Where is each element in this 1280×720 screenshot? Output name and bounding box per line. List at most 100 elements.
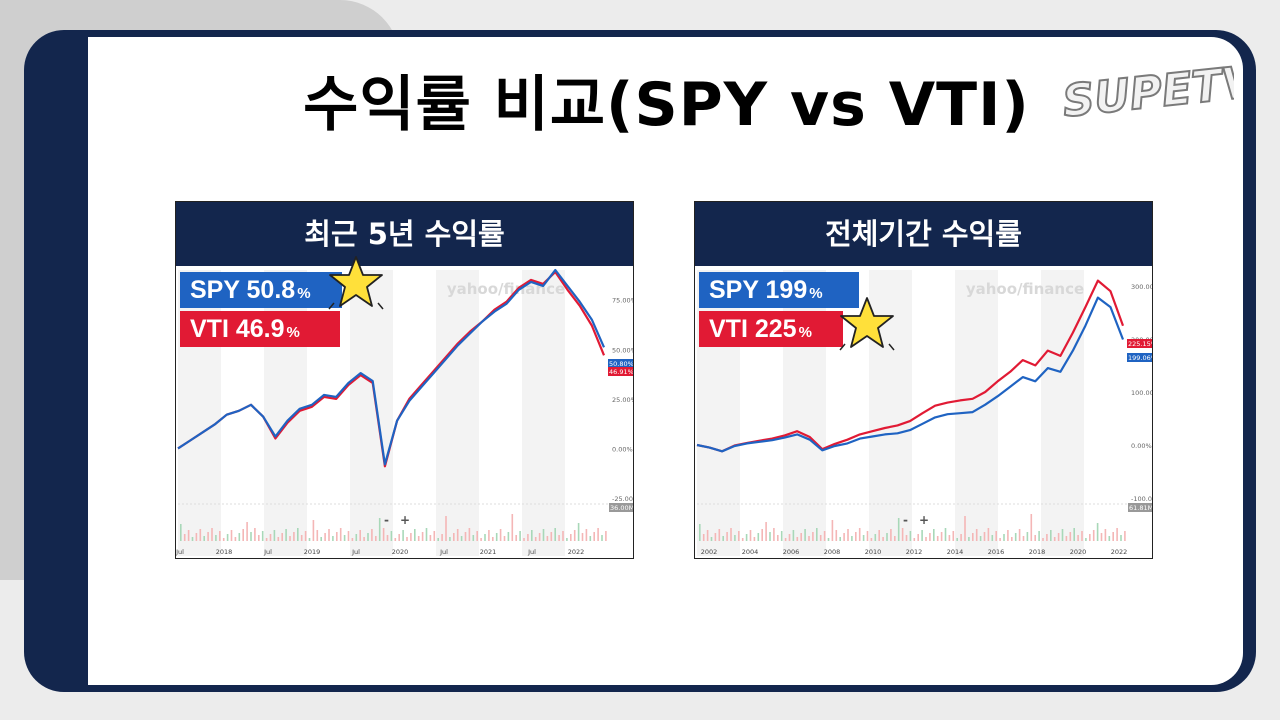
volume-bar	[499, 529, 502, 541]
vti-return-badge: VTI 225%	[699, 311, 843, 347]
volume-bar	[730, 528, 732, 541]
volume-bar	[519, 531, 521, 541]
vti-end-label: 46.91%	[609, 368, 633, 376]
star-icon	[328, 256, 384, 310]
volume-bar	[527, 534, 529, 541]
volume-bar	[589, 536, 592, 541]
grid-band	[1041, 270, 1084, 556]
volume-bar	[808, 536, 810, 541]
volume-bar	[343, 535, 346, 541]
spy-return-label: SPY 50.8	[190, 276, 296, 304]
volume-bar	[738, 531, 740, 541]
volume-bar	[234, 537, 237, 541]
volume-bar	[769, 532, 771, 541]
x-tick-label: 2010	[865, 548, 882, 556]
spy-end-label-bg	[608, 359, 633, 368]
spy-return-label: SPY 199	[709, 276, 808, 304]
volume-bar	[375, 536, 377, 541]
volume-bar	[894, 536, 896, 541]
volume-bar	[503, 536, 506, 541]
volume-bar	[858, 528, 861, 541]
volume-bar	[1104, 529, 1107, 541]
x-tick-label: Jul	[527, 548, 536, 556]
volume-bar	[320, 537, 322, 541]
x-tick-label: 2022	[568, 548, 585, 556]
volume-bar	[300, 535, 303, 541]
volume-bar	[445, 516, 447, 541]
volume-bar	[874, 534, 877, 541]
volume-bar	[421, 532, 424, 541]
volume-bar	[819, 535, 822, 541]
volume-bar	[414, 529, 416, 541]
volume-bar	[577, 523, 580, 541]
volume-bar	[1124, 531, 1126, 541]
volume-bar	[367, 533, 369, 541]
volume-bar	[593, 532, 595, 541]
volume-bar	[265, 538, 268, 541]
volume-bar	[554, 528, 556, 541]
x-tick-label: Jul	[439, 548, 448, 556]
volume-bar	[1065, 536, 1068, 541]
volume-bar	[773, 528, 775, 541]
volume-bar	[566, 538, 568, 541]
volume-bar	[909, 531, 912, 541]
x-tick-label: 2020	[392, 548, 409, 556]
volume-bar	[956, 538, 958, 541]
volume-bar	[784, 538, 787, 541]
panel-header: 전체기간 수익률	[695, 202, 1152, 266]
volume-bar	[1038, 531, 1040, 541]
volume-bar	[542, 529, 545, 541]
volume-bar	[1042, 538, 1044, 541]
volume-bar	[975, 529, 978, 541]
volume-bar	[289, 536, 291, 541]
volume-bar	[402, 530, 404, 541]
volume-bar	[960, 534, 962, 541]
volume-bar	[312, 520, 315, 541]
volume-bar	[191, 537, 194, 541]
volume-bar	[1057, 533, 1060, 541]
volume-bar	[378, 518, 381, 541]
spy-end-label: 50.80%	[609, 360, 633, 368]
volume-bar	[1096, 523, 1099, 541]
volume-bar	[936, 536, 939, 541]
y-tick-label: 50.00%	[612, 346, 633, 354]
volume-bar	[550, 532, 553, 541]
volume-bar	[831, 520, 834, 541]
volume-bar	[238, 533, 241, 541]
x-tick-label: 2018	[1029, 548, 1046, 556]
volume-bar	[921, 530, 923, 541]
volume-bar	[441, 534, 443, 541]
volume-bar	[804, 529, 806, 541]
volume-bar	[1089, 534, 1091, 541]
volume-bar	[987, 528, 990, 541]
volume-bar	[905, 535, 908, 541]
volume-bar	[456, 529, 459, 541]
volume-bar	[940, 532, 943, 541]
volume-bar	[1069, 532, 1072, 541]
volume-bar	[1050, 530, 1052, 541]
volume-bar	[757, 533, 760, 541]
volume-bar	[827, 538, 830, 541]
volume-bar	[281, 533, 283, 541]
volume-bar	[944, 528, 947, 541]
volume-bar	[480, 538, 482, 541]
volume-bar	[226, 534, 229, 541]
volume-bar	[222, 538, 225, 541]
spy-end-label-bg	[1127, 353, 1152, 362]
volume-bar	[211, 528, 213, 541]
volume-bar	[538, 533, 541, 541]
volume-bar	[847, 529, 849, 541]
vti-end-label: 225.15%	[1128, 340, 1152, 348]
panel-full-period: 전체기간 수익률 yahoo/finance300.00%200.00%100.…	[694, 201, 1153, 559]
series-line-spy	[177, 268, 606, 466]
volume-bar	[328, 529, 330, 541]
volume-bar	[979, 536, 982, 541]
watermark: yahoo/finance	[966, 280, 1084, 298]
volume-bar	[437, 538, 439, 541]
volume-bar	[1073, 528, 1075, 541]
volume-bar	[597, 528, 599, 541]
supetv-logo: SUPETV	[1059, 55, 1234, 128]
x-tick-label: 2016	[988, 548, 1005, 556]
volume-bar	[780, 531, 783, 541]
volume-bar	[429, 535, 432, 541]
